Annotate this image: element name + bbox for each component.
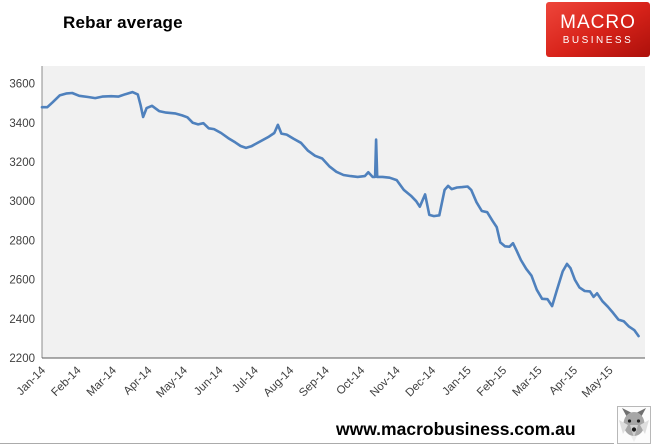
bottom-divider xyxy=(0,443,614,444)
y-tick-label: 3400 xyxy=(9,118,35,130)
x-tick-label: Jan-14 xyxy=(15,364,49,398)
website-url: www.macrobusiness.com.au xyxy=(336,419,576,439)
x-tick-label: Oct-14 xyxy=(334,364,367,397)
logo-text-macro: MACRO xyxy=(560,12,636,33)
x-tick-label: Feb-15 xyxy=(475,365,509,399)
y-tick-label: 2800 xyxy=(9,235,35,247)
plot-area xyxy=(42,66,645,358)
x-tick-label: Nov-14 xyxy=(368,364,403,399)
y-tick-label: 2400 xyxy=(9,314,35,326)
x-tick-label: Jun-14 xyxy=(192,364,226,398)
logo-text-business: BUSINESS xyxy=(562,35,634,46)
x-tick-label: Dec-14 xyxy=(404,364,439,399)
x-tick-label: Jan-15 xyxy=(440,365,473,398)
chart-title: Rebar average xyxy=(63,13,183,32)
y-tick-label: 3200 xyxy=(9,157,35,169)
x-tick-label: Apr-15 xyxy=(547,365,580,398)
x-tick-label: Mar-14 xyxy=(85,364,120,399)
macrobusiness-logo: MACRO BUSINESS xyxy=(546,2,650,57)
wolf-logo-icon xyxy=(617,406,651,444)
x-tick-label: Feb-14 xyxy=(49,364,84,399)
x-tick-label: May-15 xyxy=(580,365,616,400)
y-tick-label: 3000 xyxy=(9,196,35,208)
y-tick-label: 2600 xyxy=(9,275,35,287)
x-tick-label: Sep-14 xyxy=(297,364,332,399)
x-tick-label: Jul-14 xyxy=(230,364,261,395)
x-tick-label: Mar-15 xyxy=(510,365,544,399)
price-line xyxy=(40,90,640,338)
x-tick-label: May-14 xyxy=(154,364,190,400)
x-tick-label: Apr-14 xyxy=(122,364,155,397)
wolf-face-drawing xyxy=(619,408,649,442)
y-tick-label: 2200 xyxy=(9,353,35,365)
x-tick-label: Aug-14 xyxy=(262,364,297,399)
y-tick-label: 3600 xyxy=(9,79,35,91)
